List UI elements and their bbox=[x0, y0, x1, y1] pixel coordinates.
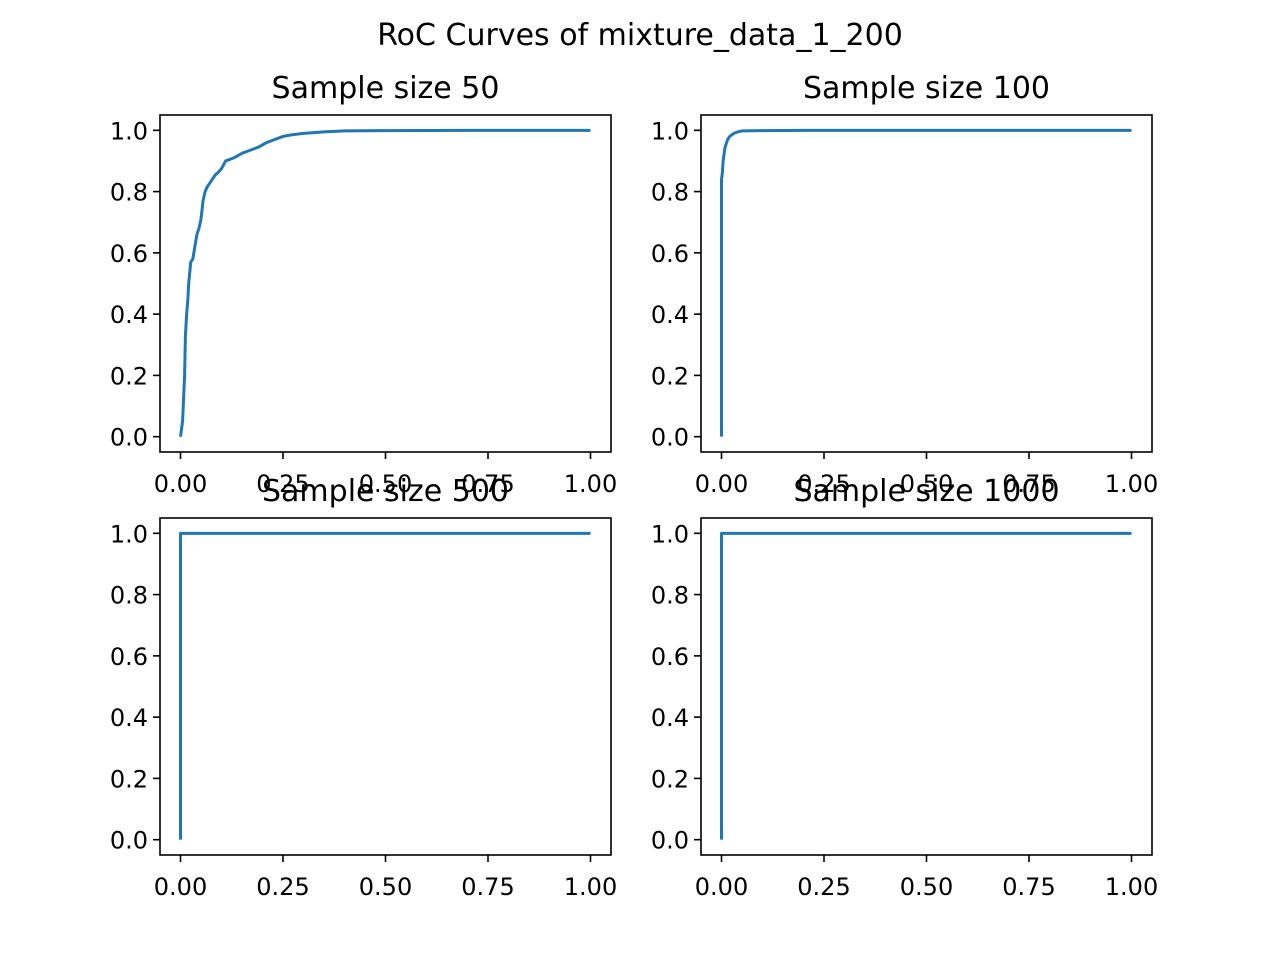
y-tick-label: 0.8 bbox=[651, 179, 689, 207]
x-tick-label: 0.00 bbox=[154, 873, 207, 901]
y-tick-label: 0.6 bbox=[651, 240, 689, 268]
subplot-2: Sample size 100 0.00 0.25 0.50 0.75 1.00 0.0 0.… bbox=[651, 71, 1158, 498]
x-tick-label: 0.50 bbox=[900, 470, 953, 498]
subplot-1: Sample size 50 0.00 0.25 0.50 0.75 1.00 0.0 0.2… bbox=[110, 71, 617, 498]
y-tick-label: 0.6 bbox=[110, 240, 148, 268]
y-tick-label: 0.8 bbox=[110, 582, 148, 610]
x-tick-label: 0.25 bbox=[256, 873, 309, 901]
y-tick-label: 0.0 bbox=[651, 424, 689, 452]
y-tick-label: 0.0 bbox=[110, 424, 148, 452]
y-tick-label: 0.2 bbox=[110, 362, 148, 390]
x-tick-label: 0.00 bbox=[695, 470, 748, 498]
roc-curve-line bbox=[179, 531, 591, 840]
x-tick-label: 0.75 bbox=[461, 470, 514, 498]
subplot-title: Sample size 500 bbox=[262, 474, 509, 509]
y-tick-label: 1.0 bbox=[110, 117, 148, 145]
x-tick-label: 0.25 bbox=[256, 470, 309, 498]
y-tick-label: 0.4 bbox=[110, 301, 148, 329]
y-tick-label: 0.6 bbox=[651, 643, 689, 671]
y-tick-label: 0.0 bbox=[651, 827, 689, 855]
y-tick-label: 0.2 bbox=[651, 362, 689, 390]
y-tick-label: 0.2 bbox=[110, 765, 148, 793]
y-tick-label: 1.0 bbox=[651, 117, 689, 145]
y-tick-label: 0.2 bbox=[651, 765, 689, 793]
subplot-title: Sample size 50 bbox=[272, 71, 500, 106]
subplot-grid: Sample size 50 0.00 0.25 0.50 0.75 1.00 0.0 0.2… bbox=[110, 71, 1158, 901]
x-tick-label: 0.75 bbox=[1002, 873, 1055, 901]
x-tick-label: 1.00 bbox=[1105, 873, 1158, 901]
subplot-3: Sample size 500 0.00 0.25 0.50 0.75 1.00 0.0 0.… bbox=[110, 474, 617, 901]
y-tick-label: 0.8 bbox=[651, 582, 689, 610]
x-tick-label: 0.75 bbox=[1002, 470, 1055, 498]
y-tick-label: 0.4 bbox=[651, 301, 689, 329]
x-tick-label: 0.75 bbox=[461, 873, 514, 901]
y-tick-label: 1.0 bbox=[651, 520, 689, 548]
subplot-title: Sample size 1000 bbox=[793, 474, 1059, 509]
x-tick-label: 0.00 bbox=[154, 470, 207, 498]
y-tick-label: 0.4 bbox=[651, 704, 689, 732]
roc-curve-line bbox=[720, 531, 1132, 840]
roc-curve-line bbox=[720, 128, 1132, 437]
x-tick-label: 0.50 bbox=[359, 470, 412, 498]
y-tick-label: 1.0 bbox=[110, 520, 148, 548]
x-tick-label: 1.00 bbox=[564, 470, 617, 498]
x-tick-label: 0.50 bbox=[359, 873, 412, 901]
y-tick-label: 0.4 bbox=[110, 704, 148, 732]
x-tick-label: 1.00 bbox=[564, 873, 617, 901]
x-tick-label: 1.00 bbox=[1105, 470, 1158, 498]
x-tick-label: 0.00 bbox=[695, 873, 748, 901]
y-tick-label: 0.6 bbox=[110, 643, 148, 671]
roc-curve-line bbox=[179, 128, 591, 437]
x-tick-label: 0.50 bbox=[900, 873, 953, 901]
figure-suptitle: RoC Curves of mixture_data_1_200 bbox=[377, 18, 903, 53]
y-tick-label: 0.8 bbox=[110, 179, 148, 207]
x-tick-label: 0.25 bbox=[797, 873, 850, 901]
subplot-title: Sample size 100 bbox=[803, 71, 1050, 106]
subplot-4: Sample size 1000 0.00 0.25 0.50 0.75 1.00 0.0 0… bbox=[651, 474, 1158, 901]
x-tick-label: 0.25 bbox=[797, 470, 850, 498]
y-tick-label: 0.0 bbox=[110, 827, 148, 855]
